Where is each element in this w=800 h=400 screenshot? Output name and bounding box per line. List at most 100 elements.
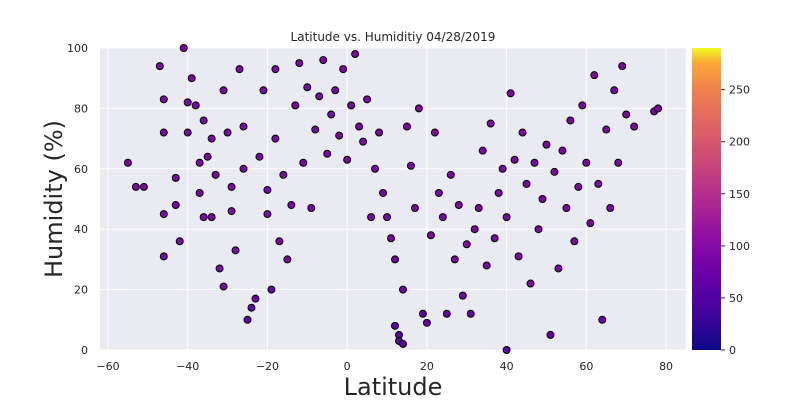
data-point [287, 201, 296, 210]
x-axis-ticks: −60 −40 −20 0 20 40 60 80 [96, 360, 673, 373]
data-point [259, 86, 268, 95]
data-point [534, 225, 543, 234]
data-point [426, 231, 435, 240]
data-point [131, 182, 140, 191]
data-point [243, 315, 252, 324]
data-point [159, 128, 168, 137]
colorbar-ticks: 0 50 100 150 200 250 [721, 84, 750, 357]
data-point [618, 62, 627, 71]
data-point [231, 246, 240, 255]
data-point [390, 255, 399, 264]
data-point [454, 201, 463, 210]
data-point [470, 225, 479, 234]
data-point [355, 122, 364, 131]
data-point [438, 213, 447, 222]
data-point [582, 158, 591, 167]
data-point [466, 309, 475, 318]
data-point [598, 315, 607, 324]
data-point [239, 122, 248, 131]
colorbar-tick-label: 50 [729, 292, 743, 305]
data-point [203, 152, 212, 161]
data-point [155, 62, 164, 71]
data-point [594, 179, 603, 188]
data-point [498, 164, 507, 173]
data-point [303, 83, 312, 92]
data-point [251, 294, 260, 303]
data-point [255, 152, 264, 161]
y-tick-label: 60 [74, 163, 88, 176]
data-point [566, 116, 575, 125]
data-point [418, 309, 427, 318]
data-point [171, 201, 180, 210]
data-point [183, 98, 192, 107]
x-tick-label: −40 [176, 360, 199, 373]
data-point [315, 92, 324, 101]
data-point [271, 65, 280, 74]
data-point [546, 330, 555, 339]
data-point [406, 161, 415, 170]
data-point [570, 237, 579, 246]
data-point [139, 182, 148, 191]
data-point [522, 179, 531, 188]
data-point [383, 213, 392, 222]
colorbar-tick-label: 100 [729, 240, 750, 253]
data-point [402, 122, 411, 131]
data-point [450, 255, 459, 264]
colorbar [692, 48, 721, 350]
data-point [359, 137, 368, 146]
chart-title: Latitude vs. Humiditiy 04/28/2019 [291, 30, 496, 44]
data-point [219, 282, 228, 291]
data-point [490, 234, 499, 243]
data-point [207, 213, 216, 222]
x-tick-label: 80 [659, 360, 673, 373]
x-axis-label: Latitude [344, 373, 443, 400]
x-tick-label: 0 [344, 360, 351, 373]
y-tick-label: 80 [74, 102, 88, 115]
data-point [518, 128, 527, 137]
colorbar-tick-label: 200 [729, 136, 750, 149]
data-point [295, 59, 304, 68]
data-point [275, 237, 284, 246]
data-point [307, 204, 316, 213]
data-point [422, 318, 431, 327]
data-point [514, 252, 523, 261]
colorbar-tick-label: 150 [729, 188, 750, 201]
data-point [191, 101, 200, 110]
data-point [363, 95, 372, 104]
data-point [375, 128, 384, 137]
data-point [331, 86, 340, 95]
data-point [530, 158, 539, 167]
data-point [510, 155, 519, 164]
data-point [219, 86, 228, 95]
x-tick-label: −60 [96, 360, 119, 373]
data-point [215, 264, 224, 273]
data-point [542, 140, 551, 149]
data-point [267, 285, 276, 294]
x-tick-label: 20 [420, 360, 434, 373]
data-point [223, 128, 232, 137]
colorbar-tick-label: 250 [729, 84, 750, 97]
data-point [434, 188, 443, 197]
data-point [371, 164, 380, 173]
data-point [187, 74, 196, 83]
data-point [558, 146, 567, 155]
data-point [387, 234, 396, 243]
colorbar-tick-label: 0 [729, 344, 736, 357]
data-point [474, 204, 483, 213]
data-point [622, 110, 631, 119]
data-point [175, 237, 184, 246]
data-point [179, 44, 188, 52]
data-point [159, 95, 168, 104]
data-point [478, 146, 487, 155]
data-point [574, 182, 583, 191]
data-point [630, 122, 639, 131]
plot-area [100, 48, 686, 350]
data-point [279, 170, 288, 179]
data-point [343, 155, 352, 164]
y-tick-label: 20 [74, 284, 88, 297]
data-point [351, 50, 360, 59]
y-tick-label: 0 [81, 344, 88, 357]
data-point [538, 195, 547, 203]
data-point [614, 158, 623, 167]
